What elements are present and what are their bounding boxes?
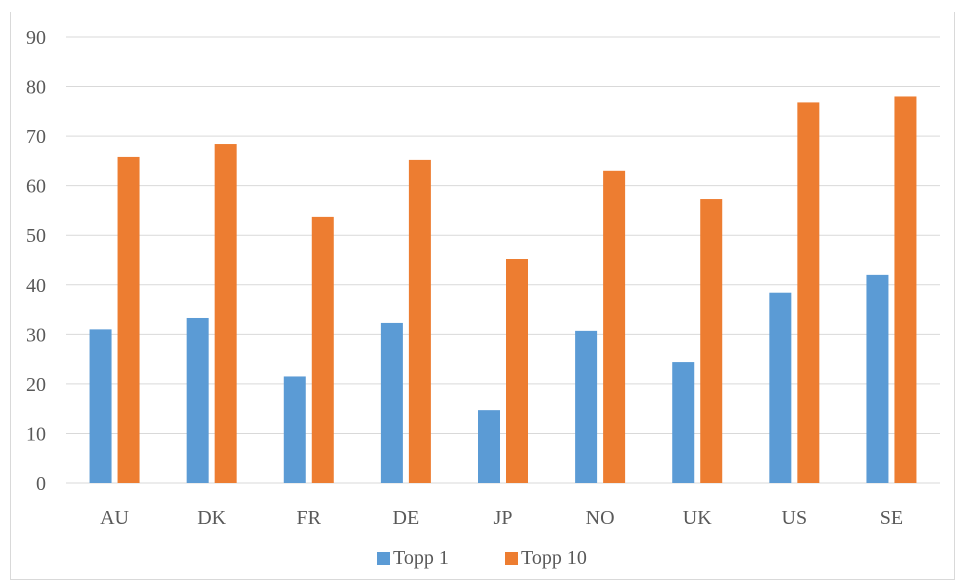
y-tick-label: 90 (26, 27, 46, 49)
bar-topp-1-de (380, 322, 403, 483)
bar-topp-1-fr (283, 376, 306, 483)
x-tick-label: SE (880, 507, 903, 529)
bar-topp-10-de (408, 159, 431, 484)
bar-topp-1-uk (672, 362, 695, 483)
bar-topp-1-se (866, 274, 889, 483)
bar-topp-1-no (575, 330, 598, 483)
bar-topp-10-jp (506, 259, 528, 483)
bar-topp-10-se (894, 96, 917, 483)
chart-frame (10, 12, 955, 580)
y-tick-label: 60 (26, 176, 46, 198)
bar-topp-10-au (117, 156, 140, 483)
y-tick-label: 80 (26, 77, 46, 99)
x-tick-label: NO (586, 507, 615, 529)
bar-topp-10-uk (700, 199, 723, 483)
legend-label: Topp 10 (521, 547, 587, 569)
x-axis-ticks: AU DK FR DE JP NO UK US SE (100, 507, 903, 529)
x-tick-label: FR (297, 507, 322, 529)
x-tick-label: JP (494, 507, 513, 529)
y-tick-label: 0 (36, 473, 46, 495)
y-axis-ticks: 0 10 20 30 40 50 60 70 80 90 (26, 27, 46, 495)
legend-swatch (505, 552, 518, 565)
y-tick-label: 70 (26, 126, 46, 148)
legend-label: Topp 1 (393, 547, 449, 569)
y-tick-label: 20 (26, 374, 46, 396)
legend: Topp 1 Topp 10 (377, 547, 587, 569)
x-tick-label: UK (683, 507, 712, 529)
y-tick-label: 10 (26, 423, 46, 445)
bar-topp-10-fr (311, 216, 334, 484)
bar-topp-10-us (797, 102, 820, 483)
bar-topp-1-jp (478, 410, 500, 483)
x-tick-label: DK (197, 507, 226, 529)
bar-topp-10-dk (214, 144, 237, 484)
bars (89, 96, 917, 484)
bar-topp-1-us (769, 292, 792, 483)
y-tick-label: 50 (26, 225, 46, 247)
gridlines (66, 36, 940, 484)
x-tick-label: US (782, 507, 808, 529)
legend-swatch (377, 552, 390, 565)
y-tick-label: 40 (26, 275, 46, 297)
bar-topp-1-dk (186, 317, 209, 483)
bar-topp-1-au (89, 329, 112, 483)
bar-topp-10-no (603, 170, 626, 484)
y-tick-label: 30 (26, 324, 46, 346)
x-tick-label: AU (100, 507, 129, 529)
x-tick-label: DE (393, 507, 420, 529)
